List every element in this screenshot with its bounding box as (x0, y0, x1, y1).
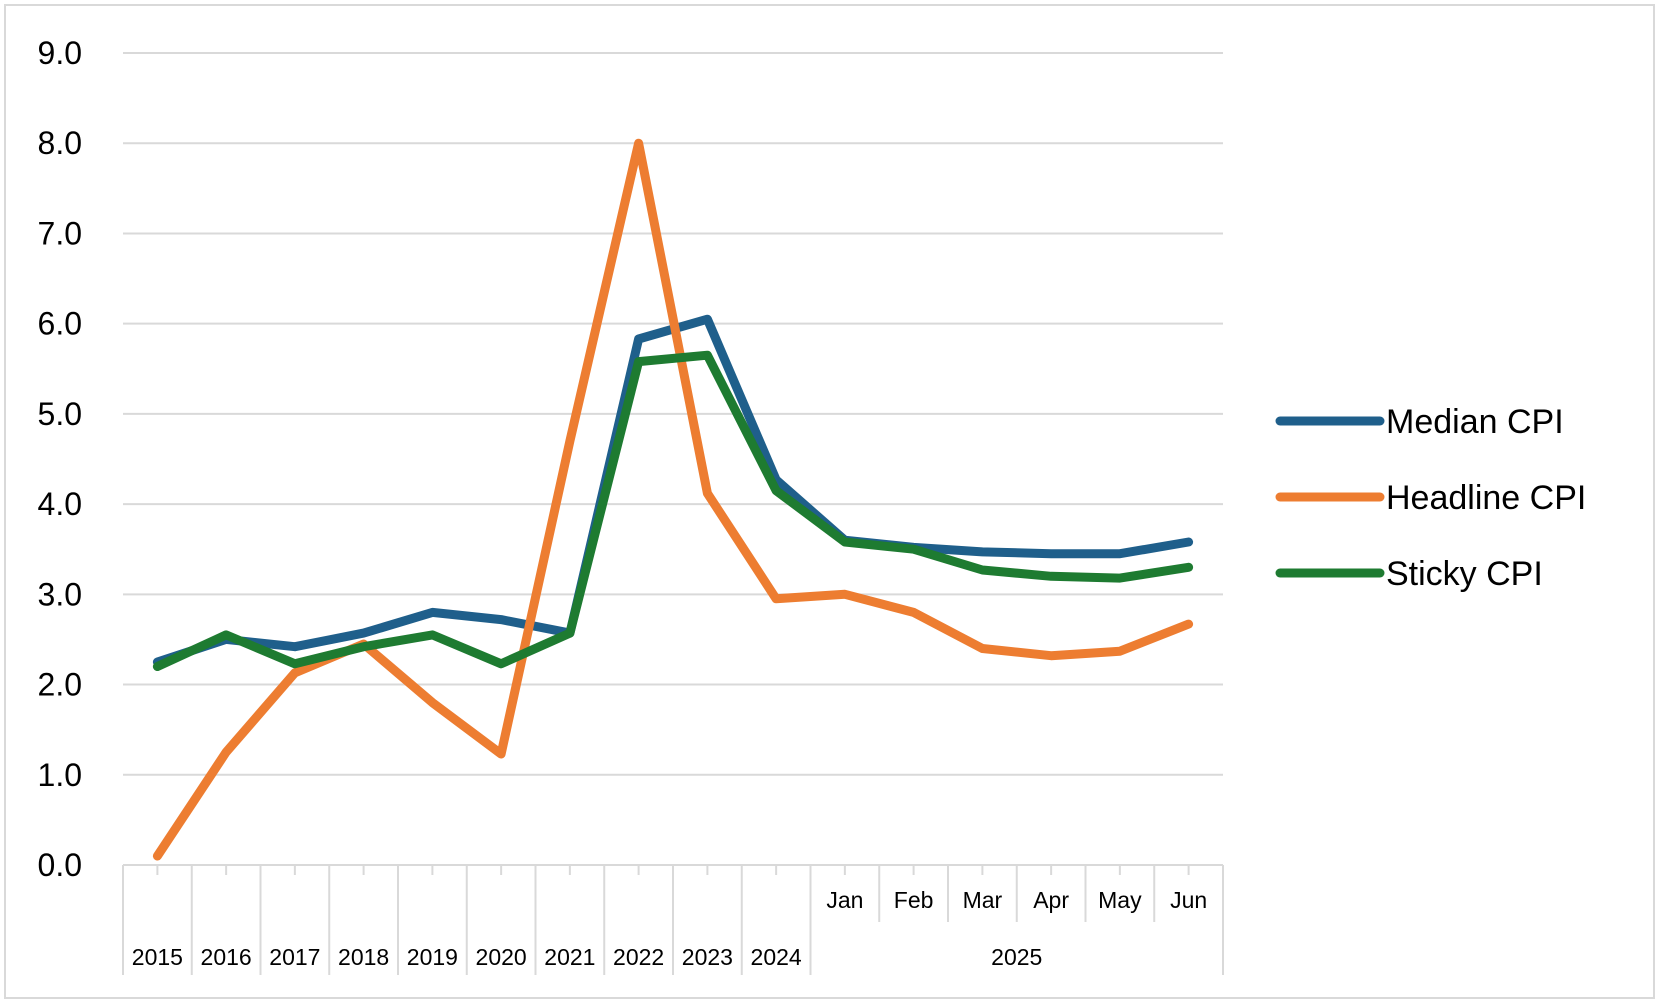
y-tick-label: 7.0 (38, 215, 82, 251)
x-tick-label: Apr (1033, 887, 1069, 913)
x-tick-label: 2018 (338, 944, 389, 970)
x-tick-label: 2022 (613, 944, 664, 970)
x-tick-label: 2017 (269, 944, 320, 970)
x-tick-label: Jun (1170, 887, 1207, 913)
x-tick-label: 2024 (751, 944, 802, 970)
gridlines (123, 52, 1223, 776)
x-group-label: 2025 (991, 944, 1042, 970)
legend-label[interactable]: Median CPI (1386, 403, 1564, 441)
y-tick-label: 3.0 (38, 576, 82, 612)
series-line-headline-cpi (152, 138, 1194, 861)
legend-label[interactable]: Headline CPI (1386, 479, 1586, 517)
x-tick-label: 2023 (682, 944, 733, 970)
y-tick-label: 0.0 (38, 847, 82, 883)
x-axis: 2015 2016 2017 2018 2019 2020 2021 2022 2023 2024… (122, 864, 1224, 975)
x-tick-label: Feb (894, 887, 934, 913)
y-tick-label: 1.0 (38, 757, 82, 793)
x-tick-label: 2020 (476, 944, 527, 970)
legend-label[interactable]: Sticky CPI (1386, 555, 1543, 593)
y-tick-label: 2.0 (38, 667, 82, 703)
y-tick-label: 9.0 (38, 35, 82, 71)
series-line-sticky-cpi (152, 350, 1194, 671)
y-tick-label: 6.0 (38, 306, 82, 342)
series-lines (152, 138, 1194, 861)
legend[interactable]: Median CPI Headline CPI Sticky CPI (1275, 403, 1586, 593)
x-tick-label: 2016 (201, 944, 252, 970)
y-tick-label: 5.0 (38, 396, 82, 432)
x-tick-label: 2021 (544, 944, 595, 970)
x-tick-label: May (1098, 887, 1142, 913)
y-axis: 0.0 1.0 2.0 3.0 4.0 5.0 6.0 7.0 8.0 9.0 (38, 35, 82, 883)
series-line-median-cpi (152, 314, 1194, 667)
x-tick-label: 2015 (132, 944, 183, 970)
x-tick-label: 2019 (407, 944, 458, 970)
y-tick-label: 4.0 (38, 486, 82, 522)
x-tick-label: Jan (826, 887, 863, 913)
x-tick-label: Mar (963, 887, 1003, 913)
y-tick-label: 8.0 (38, 125, 82, 161)
